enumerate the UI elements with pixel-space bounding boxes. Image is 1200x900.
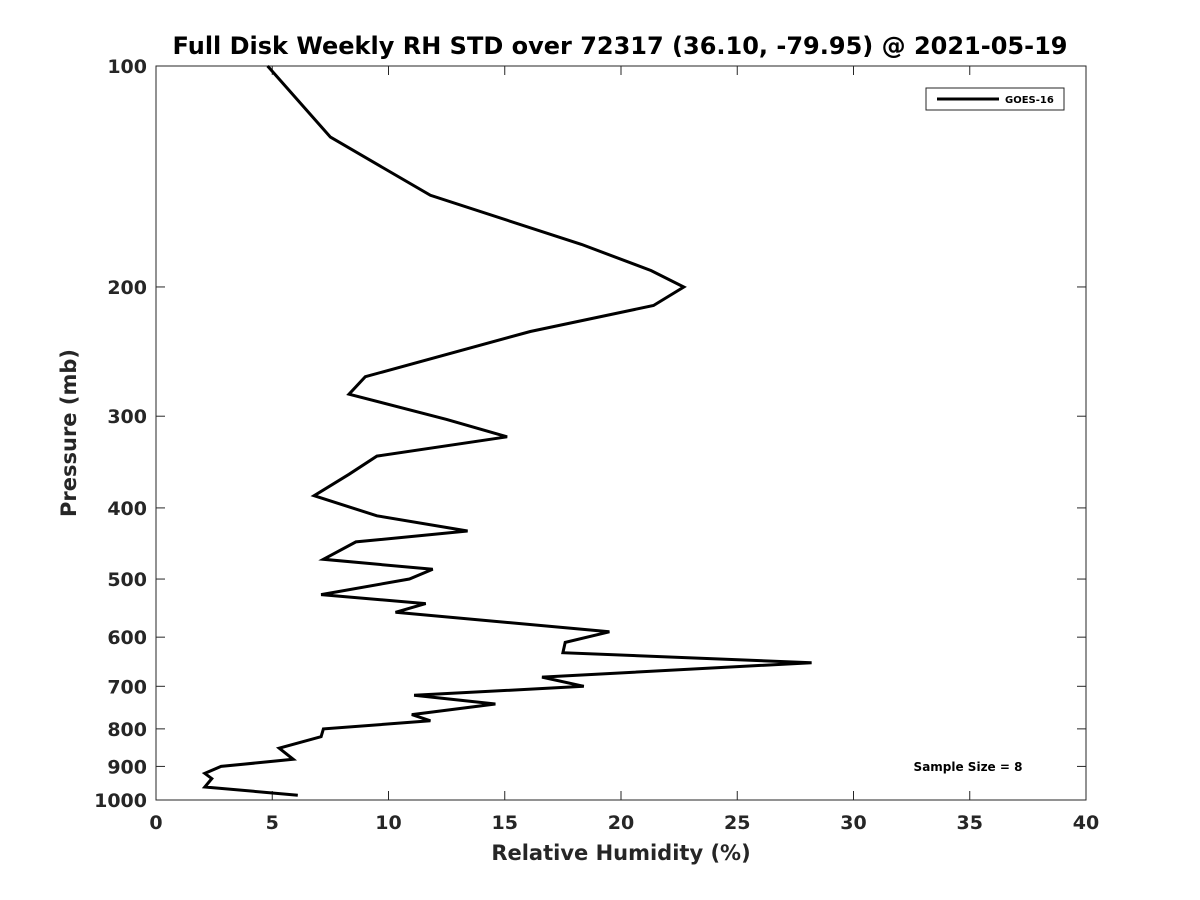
y-axis: 100 200 300 400 500 600 700 800 900 1000 <box>94 56 1086 812</box>
x-tick-label: 20 <box>608 812 634 834</box>
sample-size-annotation: Sample Size = 8 <box>914 760 1023 774</box>
x-tick-label: 35 <box>957 812 983 834</box>
y-tick-label: 900 <box>107 756 147 778</box>
legend-label-goes-16: GOES-16 <box>1005 95 1054 106</box>
x-tick-label: 0 <box>149 812 162 834</box>
x-tick-label: 5 <box>266 812 279 834</box>
y-tick-label: 400 <box>107 498 147 520</box>
chart-title: Full Disk Weekly RH STD over 72317 (36.1… <box>173 32 1068 60</box>
x-axis: 0 5 10 15 20 25 30 35 40 <box>149 66 1099 834</box>
y-tick-label: 100 <box>107 56 147 78</box>
y-tick-label: 500 <box>107 569 147 591</box>
x-tick-label: 40 <box>1073 812 1099 834</box>
x-axis-label: Relative Humidity (%) <box>491 841 750 865</box>
y-axis-label: Pressure (mb) <box>57 349 81 517</box>
series-line-goes-16 <box>201 65 812 797</box>
x-tick-label: 10 <box>375 812 401 834</box>
x-tick-label: 25 <box>724 812 750 834</box>
y-tick-label: 600 <box>107 627 147 649</box>
y-tick-label: 300 <box>107 406 147 428</box>
y-tick-label: 1000 <box>94 790 147 812</box>
series-layer <box>201 65 812 797</box>
legend: GOES-16 <box>925 87 1065 111</box>
x-tick-label: 30 <box>840 812 866 834</box>
x-tick-label: 15 <box>492 812 518 834</box>
y-tick-label: 700 <box>107 676 147 698</box>
y-tick-label: 800 <box>107 719 147 741</box>
y-tick-label: 200 <box>107 277 147 299</box>
